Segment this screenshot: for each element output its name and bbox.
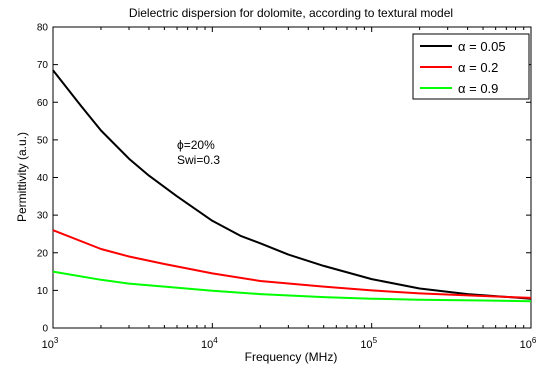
series-line-2 [52, 229, 532, 299]
chart-title: Dielectric dispersion for dolomite, acco… [129, 6, 453, 20]
y-tick-label: 30 [37, 211, 49, 222]
x-tick-base: 10 [520, 339, 532, 351]
y-tick-label: 60 [37, 98, 49, 109]
legend-label: α = 0.9 [458, 81, 498, 96]
x-axis-label: Frequency (MHz) [245, 350, 338, 364]
x-tick-label: 106 [520, 336, 537, 351]
annotation-swi: Swi=0.3 [177, 153, 220, 167]
series-line-3 [52, 270, 532, 303]
x-tick-exponent: 4 [213, 336, 218, 345]
series-layer [52, 69, 532, 303]
legend-label: α = 0.05 [458, 39, 506, 54]
y-axis: 0 10 20 30 40 50 60 70 80 [37, 23, 531, 335]
x-tick-base: 10 [360, 339, 372, 351]
legend: α = 0.05 α = 0.2 α = 0.9 [412, 33, 530, 100]
annotation-porosity: ϕ=20% [177, 138, 215, 152]
x-tick-exponent: 5 [373, 336, 378, 345]
series-line-1 [52, 69, 532, 300]
x-tick-exponent: 6 [532, 336, 537, 345]
x-tick-label: 103 [42, 336, 59, 351]
x-tick-label: 105 [360, 336, 377, 351]
y-tick-label: 20 [37, 248, 49, 259]
y-tick-label: 50 [37, 135, 49, 146]
legend-label: α = 0.2 [458, 60, 498, 75]
y-tick-label: 40 [37, 173, 49, 184]
x-tick-base: 10 [201, 339, 213, 351]
y-tick-label: 0 [42, 324, 48, 335]
x-tick-base: 10 [42, 339, 54, 351]
y-tick-label: 80 [37, 23, 49, 34]
x-tick-label: 104 [201, 336, 218, 351]
y-tick-label: 70 [37, 60, 49, 71]
y-tick-label: 10 [37, 286, 49, 297]
y-axis-label: Permittivity (a.u.) [15, 132, 29, 222]
x-tick-exponent: 3 [54, 336, 59, 345]
x-axis: 103 104 105 106 [42, 27, 537, 351]
